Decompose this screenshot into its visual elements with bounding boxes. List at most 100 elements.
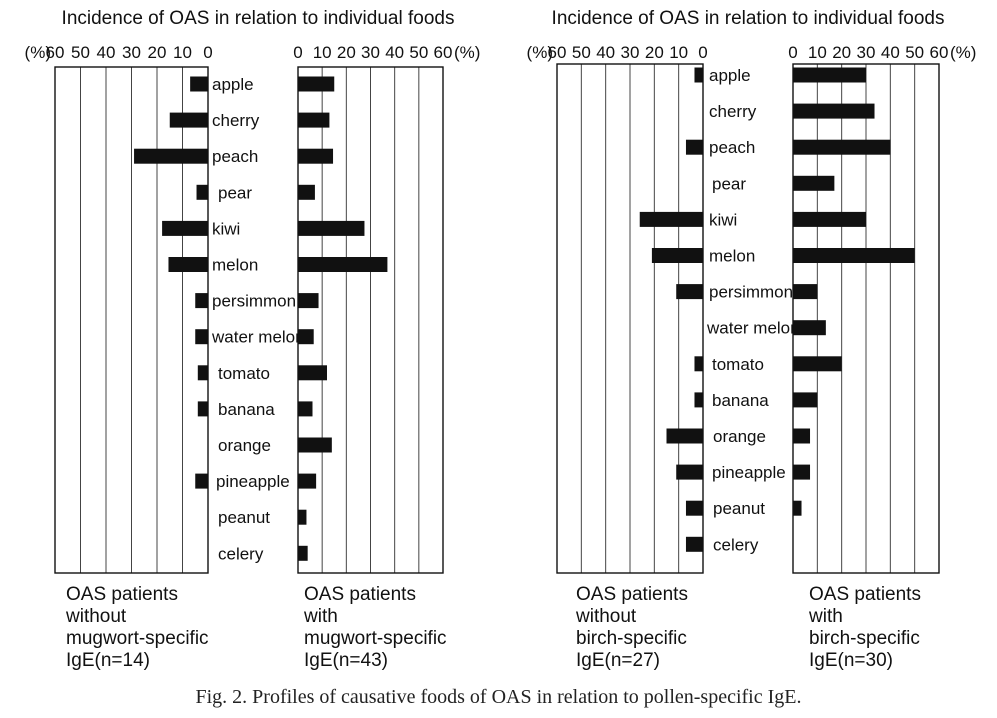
bar-left (676, 464, 703, 480)
group-label-line: OAS patients (576, 584, 688, 605)
tick-label-left: 60 (46, 43, 65, 62)
tick-label-left: 0 (698, 43, 707, 62)
plot-frame-right (297, 66, 444, 574)
bar-left (639, 211, 703, 227)
unit-label: (%) (25, 43, 51, 62)
tick-label-left: 20 (645, 43, 664, 62)
tick-label-left: 50 (572, 43, 591, 62)
bar-left (162, 220, 208, 236)
bar-right (298, 329, 314, 345)
group-label-line: OAS patients (66, 584, 178, 605)
category-label: pineapple (712, 463, 786, 482)
tick-label-right: 10 (313, 43, 332, 62)
group-label-line: OAS patients (304, 584, 416, 605)
bar-left (685, 139, 703, 155)
bar-right (298, 509, 307, 525)
chart-title: Incidence of OAS in relation to individu… (62, 8, 455, 29)
bar-left (195, 329, 208, 345)
group-label-line: with (304, 606, 338, 627)
bar-right (793, 356, 842, 372)
bar-right (298, 112, 330, 128)
category-label: water melon (706, 319, 800, 338)
bar-left (196, 184, 208, 200)
category-label: banana (218, 400, 275, 419)
group-label-without-mugwort: OAS patients without mugwort-specific Ig… (66, 584, 209, 672)
bar-right (793, 248, 915, 263)
tick-label-right: 20 (832, 43, 851, 62)
bar-left (190, 76, 208, 92)
tick-label-right: 60 (930, 43, 949, 62)
bar-right (298, 401, 313, 417)
bar-left (694, 392, 703, 408)
category-label: kiwi (212, 219, 240, 238)
bar-left (694, 356, 703, 372)
bar-right (298, 184, 315, 200)
bar-right (298, 545, 308, 561)
category-label: celery (713, 535, 759, 554)
tick-label-right: 0 (788, 43, 797, 62)
group-label-line: with (809, 606, 843, 627)
category-label: persimmon (212, 292, 296, 311)
bar-left (197, 401, 208, 417)
category-label: peach (709, 138, 755, 157)
group-label-line: without (66, 606, 127, 627)
bar-right (298, 437, 332, 453)
tick-label-right: 40 (385, 43, 404, 62)
category-label: cherry (709, 102, 757, 121)
bar-right (793, 175, 835, 191)
group-label-line: IgE(n=43) (304, 650, 388, 671)
bar-right (793, 500, 802, 516)
bar-right (793, 103, 875, 119)
bar-right (298, 148, 334, 164)
category-label: apple (709, 66, 751, 85)
bar-left (666, 428, 703, 444)
tick-label-left: 50 (71, 43, 90, 62)
group-label-with-mugwort: OAS patients with mugwort-specific IgE(n… (304, 584, 447, 672)
category-label: peanut (713, 499, 765, 518)
category-label: peanut (218, 508, 270, 527)
birch-panel: Incidence of OAS in relation to individu… (527, 8, 976, 574)
bar-left (134, 148, 208, 164)
tick-label-left: 0 (203, 43, 212, 62)
bar-right (298, 365, 327, 381)
group-label-line: OAS patients (809, 584, 921, 605)
unit-label: (%) (454, 43, 480, 62)
category-label: melon (212, 256, 258, 275)
bar-left (685, 500, 703, 516)
bar-right (793, 67, 866, 83)
bar-right (298, 220, 365, 236)
bar-left (685, 536, 703, 552)
bar-right (793, 211, 866, 227)
figure-caption: Fig. 2. Profiles of causative foods of O… (195, 686, 802, 708)
tick-label-right: 40 (881, 43, 900, 62)
category-label: celery (218, 544, 264, 563)
plot-frame-left (556, 63, 704, 574)
tick-label-left: 20 (148, 43, 167, 62)
tick-label-left: 60 (548, 43, 567, 62)
category-label: banana (712, 391, 769, 410)
category-label: pear (712, 174, 746, 193)
tick-label-right: 30 (361, 43, 380, 62)
category-label: pear (218, 183, 252, 202)
tick-label-left: 40 (97, 43, 116, 62)
category-label: peach (212, 147, 258, 166)
tick-label-left: 40 (596, 43, 615, 62)
tick-label-right: 60 (434, 43, 453, 62)
chart-title: Incidence of OAS in relation to individu… (552, 8, 945, 29)
bar-right (793, 428, 811, 444)
unit-label: (%) (527, 43, 553, 62)
category-label: tomato (712, 355, 764, 374)
group-label-line: without (576, 606, 637, 627)
group-label-line: IgE(n=14) (66, 650, 150, 671)
tick-label-right: 50 (409, 43, 428, 62)
tick-label-left: 30 (122, 43, 141, 62)
category-label: persimmon (709, 283, 793, 302)
bar-right (298, 76, 335, 92)
group-label-line: birch-specific (576, 628, 687, 649)
bar-left (676, 284, 703, 300)
bar-right (298, 257, 388, 272)
mugwort-panel: Incidence of OAS in relation to individu… (25, 8, 480, 574)
bar-left (195, 293, 208, 309)
plot-frame-left (54, 66, 209, 574)
bar-left (168, 257, 208, 272)
